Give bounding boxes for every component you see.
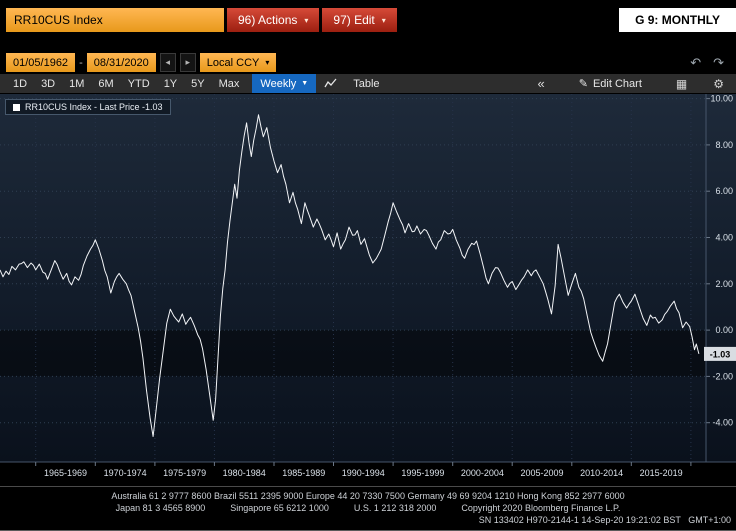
frequency-select[interactable]: Weekly ▼: [252, 74, 317, 93]
range-button-6m[interactable]: 6M: [98, 77, 114, 90]
svg-text:4.00: 4.00: [715, 233, 733, 243]
edit-chart-label: Edit Chart: [592, 77, 642, 90]
svg-text:1965-1969: 1965-1969: [44, 468, 87, 478]
table-label: Table: [353, 77, 380, 90]
ticker-input[interactable]: RR10CUS Index: [6, 8, 224, 32]
edit-label: 97) Edit: [333, 13, 375, 27]
currency-select[interactable]: Local CCY ▾: [199, 53, 277, 72]
undo-button[interactable]: ↶: [686, 53, 705, 72]
frequency-label: Weekly: [260, 77, 297, 90]
toolbar-right-tools: « ✎ Edit Chart ▦ ⚙: [538, 74, 730, 93]
range-button-3d[interactable]: 3D: [41, 77, 56, 90]
start-date-input[interactable]: 01/05/1962: [6, 53, 76, 72]
svg-text:1970-1974: 1970-1974: [104, 468, 147, 478]
collapse-panel-button[interactable]: «: [537, 76, 545, 91]
svg-text:6.00: 6.00: [715, 186, 733, 196]
step-forward-button[interactable]: ▸: [179, 53, 196, 72]
date-range-dash: -: [79, 56, 83, 69]
caret-down-icon: ▾: [381, 15, 386, 25]
pencil-icon: ✎: [578, 78, 588, 90]
gear-icon: ⚙: [713, 76, 724, 91]
svg-text:2005-2009: 2005-2009: [520, 468, 563, 478]
edit-menu-button[interactable]: 97) Edit ▾: [322, 8, 397, 32]
footer-phone-line-1: Australia 61 2 9777 8600 Brazil 5511 239…: [111, 491, 625, 501]
redo-icon: ↷: [713, 54, 724, 70]
svg-text:2015-2019: 2015-2019: [640, 468, 683, 478]
svg-text:2.00: 2.00: [715, 279, 733, 289]
price-chart[interactable]: 10.00 8.00 6.00 4.00 2.00 0.00 -2.00 -4.00 1965-…: [0, 94, 736, 486]
svg-text:-4.00: -4.00: [712, 418, 733, 428]
range-button-1y[interactable]: 1Y: [163, 77, 178, 90]
svg-text:1995-1999: 1995-1999: [401, 468, 444, 478]
currency-label: Local CCY: [206, 56, 260, 69]
svg-text:-2.00: -2.00: [712, 371, 733, 381]
footer-phone-line-2: Japan 81 3 4565 8900 Singapore 65 6212 1…: [115, 503, 621, 513]
redo-button[interactable]: ↷: [709, 53, 728, 72]
chart-settings-button[interactable]: ⚙: [713, 74, 724, 93]
svg-text:-1.03: -1.03: [710, 349, 731, 359]
range-button-5y[interactable]: 5Y: [191, 77, 205, 90]
line-chart-icon: [324, 78, 337, 89]
range-button-1d[interactable]: 1D: [13, 77, 28, 90]
title-bar: RR10CUS Index 96) Actions ▾ 97) Edit ▾ G…: [6, 8, 736, 32]
date-range-bar: 01/05/1962 - 08/31/2020 ◂ ▸ Local CCY ▾ …: [6, 53, 728, 72]
svg-text:2000-2004: 2000-2004: [461, 468, 504, 478]
svg-text:1975-1979: 1975-1979: [163, 468, 206, 478]
actions-menu-button[interactable]: 96) Actions ▾: [227, 8, 320, 32]
step-back-button[interactable]: ◂: [159, 53, 176, 72]
chart-view-button[interactable]: [316, 74, 345, 93]
caret-down-icon: ▾: [265, 58, 270, 67]
range-button-max[interactable]: Max: [218, 77, 240, 90]
range-button-ytd[interactable]: YTD: [127, 77, 150, 90]
caret-down-icon: ▼: [301, 80, 309, 87]
footer-session-info: SN 133402 H970-2144-1 14-Sep-20 19:21:02…: [478, 515, 731, 525]
table-view-button[interactable]: Table: [345, 74, 387, 93]
svg-text:1985-1989: 1985-1989: [282, 468, 325, 478]
back-arrow-icon: ◂: [165, 57, 171, 67]
svg-text:10.00: 10.00: [710, 94, 733, 104]
terminal-footer: Australia 61 2 9777 8600 Brazil 5511 239…: [0, 486, 736, 531]
svg-text:2010-2014: 2010-2014: [580, 468, 623, 478]
function-page-label: G 9: MONTHLY: [619, 8, 736, 32]
chart-toolbar: 1D 3D 1M 6M YTD 1Y 5Y Max Weekly ▼ Table…: [0, 74, 736, 93]
undo-icon: ↶: [690, 54, 702, 70]
svg-text:0.00: 0.00: [715, 325, 733, 335]
legend-label: RR10CUS Index - Last Price -1.03: [25, 102, 163, 112]
end-date-input[interactable]: 08/31/2020: [86, 53, 156, 72]
caret-down-icon: ▾: [304, 15, 309, 25]
range-button-1m[interactable]: 1M: [69, 77, 85, 90]
svg-text:1990-1994: 1990-1994: [342, 468, 385, 478]
forward-arrow-icon: ▸: [185, 57, 191, 67]
svg-text:8.00: 8.00: [715, 140, 733, 150]
spacer: [280, 53, 682, 72]
chart-area[interactable]: 10.00 8.00 6.00 4.00 2.00 0.00 -2.00 -4.00 1965-…: [0, 94, 736, 486]
actions-label: 96) Actions: [238, 13, 298, 27]
svg-text:1980-1984: 1980-1984: [223, 468, 266, 478]
grid-icon: ▦: [675, 76, 688, 91]
chart-legend: RR10CUS Index - Last Price -1.03: [5, 99, 171, 115]
edit-chart-button[interactable]: ✎ Edit Chart: [571, 74, 650, 93]
layout-grid-button[interactable]: ▦: [676, 74, 687, 93]
series-swatch-icon: [13, 103, 20, 111]
